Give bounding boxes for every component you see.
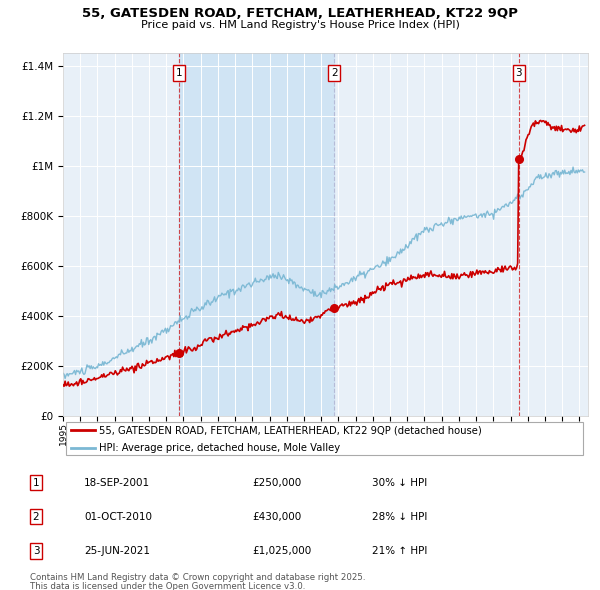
Text: 18-SEP-2001: 18-SEP-2001: [84, 478, 150, 487]
Text: This data is licensed under the Open Government Licence v3.0.: This data is licensed under the Open Gov…: [30, 582, 305, 590]
Text: 01-OCT-2010: 01-OCT-2010: [84, 512, 152, 522]
Text: 3: 3: [32, 546, 40, 556]
Text: 21% ↑ HPI: 21% ↑ HPI: [372, 546, 427, 556]
Text: 1: 1: [32, 478, 40, 487]
Text: Price paid vs. HM Land Registry's House Price Index (HPI): Price paid vs. HM Land Registry's House …: [140, 20, 460, 30]
FancyBboxPatch shape: [65, 422, 583, 455]
Text: £1,025,000: £1,025,000: [252, 546, 311, 556]
Text: 30% ↓ HPI: 30% ↓ HPI: [372, 478, 427, 487]
Text: 55, GATESDEN ROAD, FETCHAM, LEATHERHEAD, KT22 9QP: 55, GATESDEN ROAD, FETCHAM, LEATHERHEAD,…: [82, 7, 518, 20]
Text: £430,000: £430,000: [252, 512, 301, 522]
Text: 3: 3: [515, 68, 522, 78]
Text: Contains HM Land Registry data © Crown copyright and database right 2025.: Contains HM Land Registry data © Crown c…: [30, 573, 365, 582]
Text: 2: 2: [331, 68, 337, 78]
Text: HPI: Average price, detached house, Mole Valley: HPI: Average price, detached house, Mole…: [98, 443, 340, 453]
Text: 25-JUN-2021: 25-JUN-2021: [84, 546, 150, 556]
Text: £250,000: £250,000: [252, 478, 301, 487]
Text: 2: 2: [32, 512, 40, 522]
Text: 55, GATESDEN ROAD, FETCHAM, LEATHERHEAD, KT22 9QP (detached house): 55, GATESDEN ROAD, FETCHAM, LEATHERHEAD,…: [98, 425, 481, 435]
Bar: [179, 53, 334, 416]
Text: 1: 1: [175, 68, 182, 78]
Text: 28% ↓ HPI: 28% ↓ HPI: [372, 512, 427, 522]
